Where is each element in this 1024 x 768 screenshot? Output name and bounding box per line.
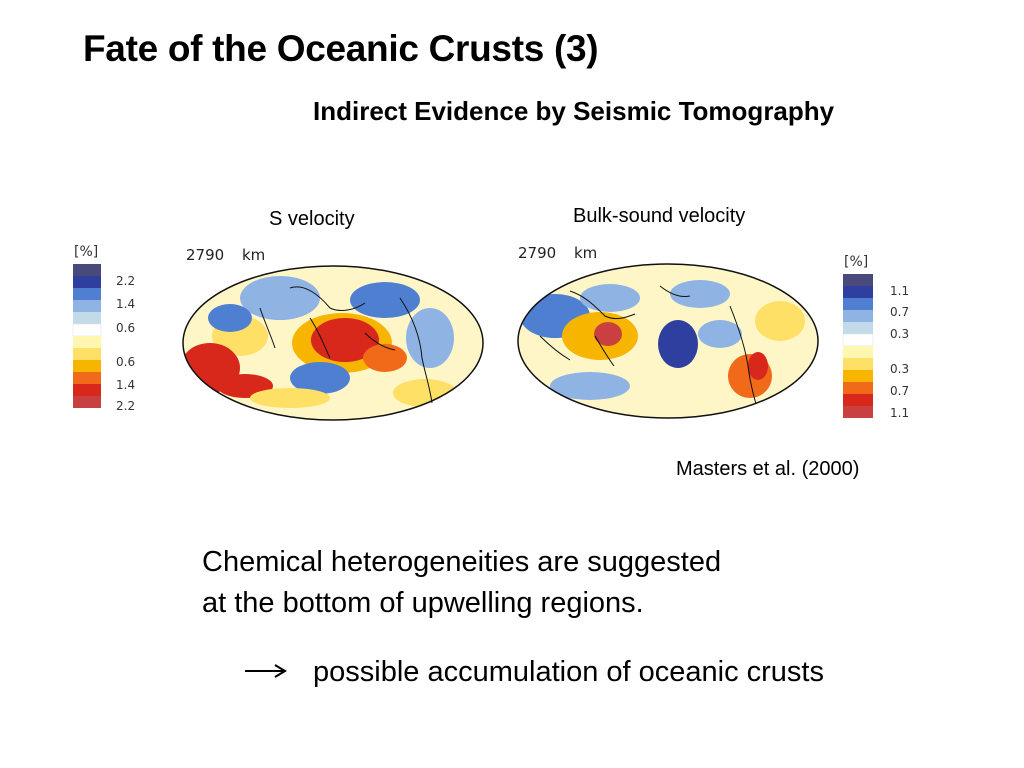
s-depth-unit: km xyxy=(242,246,265,264)
s-scale-unit: [%] xyxy=(74,244,98,260)
s-velocity-color-scale: [%] 2.2 1.4 0.6 0.6 1.4 2.2 xyxy=(72,244,135,413)
s-scale-swatches xyxy=(72,264,102,408)
s-velocity-map: 2790 km xyxy=(182,246,484,421)
conclusion-text: possible accumulation of oceanic crusts xyxy=(313,656,824,688)
s-scale-tick: 0.6 xyxy=(116,355,135,369)
slide-subtitle: Indirect Evidence by Seismic Tomography xyxy=(313,96,835,126)
b-scale-swatches xyxy=(842,274,874,418)
b-scale-tick: 0.3 xyxy=(890,327,909,341)
citation: Masters et al. (2000) xyxy=(676,458,860,480)
slide-title: Fate of the Oceanic Crusts (3) xyxy=(83,28,599,69)
bulk-sound-velocity-map: 2790 km xyxy=(517,244,819,419)
b-depth-unit: km xyxy=(574,244,597,262)
b-scale-unit: [%] xyxy=(844,254,868,270)
s-velocity-label: S velocity xyxy=(269,208,355,230)
s-scale-tick: 2.2 xyxy=(116,399,135,413)
body-text-line: at the bottom of upwelling regions. xyxy=(202,587,644,619)
s-depth-value: 2790 xyxy=(186,246,224,264)
body-text-line: Chemical heterogeneities are suggested xyxy=(202,546,722,578)
b-coastlines xyxy=(539,285,757,405)
s-scale-tick: 1.4 xyxy=(116,378,135,392)
s-scale-tick: 0.6 xyxy=(116,321,135,335)
s-scale-tick: 1.4 xyxy=(116,297,135,311)
b-scale-tick: 0.3 xyxy=(890,362,909,376)
b-scale-tick: 0.7 xyxy=(890,305,909,319)
b-scale-tick: 1.1 xyxy=(890,406,909,420)
bulk-sound-color-scale: [%] 1.1 0.7 0.3 0.3 0.7 1.1 xyxy=(842,254,909,420)
right-arrow-icon xyxy=(245,664,287,678)
bulk-sound-anomaly-field xyxy=(518,264,818,418)
b-depth-value: 2790 xyxy=(518,244,556,262)
s-velocity-anomaly-field xyxy=(183,266,483,420)
b-scale-tick: 1.1 xyxy=(890,284,909,298)
s-scale-tick: 2.2 xyxy=(116,274,135,288)
s-coastlines xyxy=(259,286,433,404)
b-scale-tick: 0.7 xyxy=(890,384,909,398)
bulk-sound-velocity-label: Bulk-sound velocity xyxy=(573,205,746,227)
